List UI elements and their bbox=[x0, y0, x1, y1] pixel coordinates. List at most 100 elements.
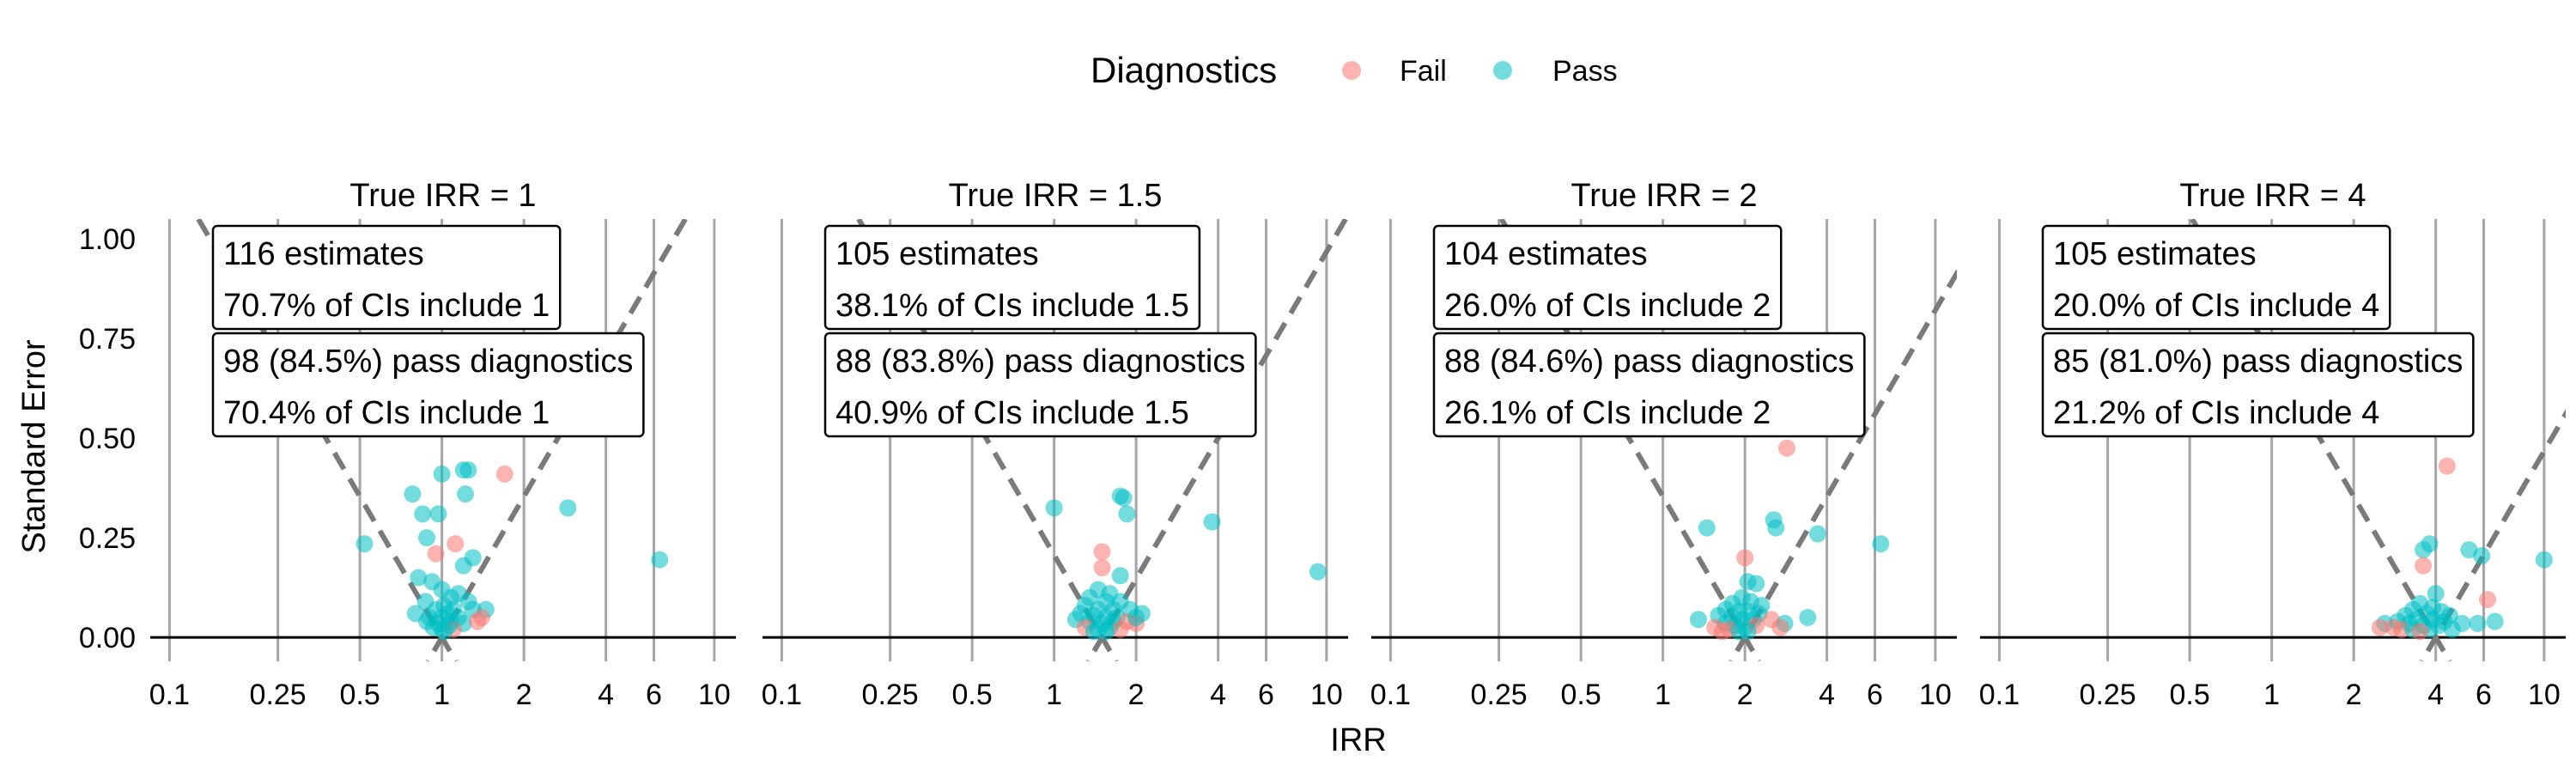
funnel-lines bbox=[1498, 219, 1957, 661]
annotation-box bbox=[2041, 224, 2391, 331]
x-tick-label: 1 bbox=[1655, 679, 1671, 711]
funnel-line-right bbox=[1085, 219, 1348, 661]
point-pass bbox=[459, 461, 477, 479]
funnel-lines bbox=[196, 219, 688, 661]
funnel-line-left bbox=[2190, 219, 2452, 661]
annotation-line-2: 26.1% of CIs include 2 bbox=[1444, 395, 1771, 431]
point-pass bbox=[433, 465, 451, 483]
funnel-line-right bbox=[425, 219, 688, 661]
panel-4: True IRR = 4 0.1 0.25 0.5 1 2 4 6 10 105 estimate… bbox=[1979, 178, 2566, 711]
point-pass bbox=[1872, 535, 1890, 553]
annotation-box2: 88 (84.6%) pass diagnostics 26.1% of CIs … bbox=[1432, 332, 1866, 438]
point-fail bbox=[2371, 618, 2389, 636]
point-pass bbox=[1698, 519, 1716, 537]
annotation-line-2: 70.7% of CIs include 1 bbox=[223, 288, 550, 324]
y-tick-label: 0.50 bbox=[79, 423, 136, 455]
point-pass bbox=[2535, 551, 2553, 569]
x-tick-label: 0.5 bbox=[1561, 679, 1601, 711]
panel-title: True IRR = 1.5 bbox=[949, 178, 1163, 214]
annotation-line-1: 105 estimates bbox=[2053, 236, 2257, 272]
funnel-line-right bbox=[1728, 268, 1957, 661]
point-fail bbox=[1777, 439, 1795, 457]
annotation-line-1: 88 (83.8%) pass diagnostics bbox=[835, 344, 1245, 380]
point-pass bbox=[1111, 567, 1129, 585]
point-fail bbox=[447, 535, 465, 553]
annotation-box bbox=[211, 332, 645, 438]
point-pass bbox=[1084, 623, 1103, 641]
point-pass bbox=[651, 551, 669, 569]
x-tick-label: 4 bbox=[598, 679, 614, 711]
annotation-line-1: 88 (84.6%) pass diagnostics bbox=[1444, 344, 1854, 380]
x-tick-label: 2 bbox=[1128, 679, 1145, 711]
panel-1: True IRR = 1 0.1 0.25 0.5 1 2 4 6 10 116 estimate… bbox=[149, 178, 736, 711]
panel-title: True IRR = 1 bbox=[349, 178, 536, 214]
annotation-box1: 116 estimates 70.7% of CIs include 1 bbox=[211, 224, 562, 331]
y-tick-label: 0.25 bbox=[79, 522, 136, 555]
x-tick-label: 0.5 bbox=[340, 679, 380, 711]
point-pass bbox=[410, 569, 428, 587]
x-tick-label: 0.1 bbox=[149, 679, 190, 711]
point-pass bbox=[1799, 608, 1817, 626]
point-fail bbox=[2479, 591, 2497, 609]
point-fail bbox=[1093, 543, 1111, 561]
panel-3: True IRR = 2 0.1 0.25 0.5 1 2 4 6 10 104 estimate… bbox=[1370, 178, 1957, 711]
point-pass bbox=[454, 557, 472, 575]
point-pass bbox=[2443, 620, 2461, 638]
point-pass bbox=[457, 485, 475, 503]
annotation-box1: 104 estimates 26.0% of CIs include 2 bbox=[1432, 224, 1783, 331]
point-pass bbox=[1203, 513, 1221, 531]
point-pass bbox=[1118, 505, 1136, 523]
legend: Diagnostics Fail Pass bbox=[1091, 50, 1618, 90]
annotation-line-1: 85 (81.0%) pass diagnostics bbox=[2053, 344, 2463, 380]
x-tick-label: 0.1 bbox=[1370, 679, 1411, 711]
x-tick-label: 2 bbox=[1737, 679, 1753, 711]
y-axis: 0.00 0.25 0.50 0.75 1.00 bbox=[79, 223, 136, 654]
annotation-line-1: 98 (84.5%) pass diagnostics bbox=[223, 344, 633, 380]
annotation-box2: 88 (83.8%) pass diagnostics 40.9% of CIs … bbox=[823, 332, 1257, 438]
annotation-box2: 85 (81.0%) pass diagnostics 21.2% of CIs … bbox=[2041, 332, 2475, 438]
annotation-box1: 105 estimates 20.0% of CIs include 4 bbox=[2041, 224, 2391, 331]
point-pass bbox=[404, 485, 422, 503]
funnel-lines bbox=[2190, 219, 2566, 661]
x-tick-label: 0.1 bbox=[1979, 679, 2020, 711]
annotation-line-1: 105 estimates bbox=[835, 236, 1039, 272]
funnel-line-left bbox=[1498, 219, 1761, 661]
point-pass bbox=[1097, 623, 1115, 641]
funnel-line-right bbox=[2419, 409, 2566, 661]
point-fail bbox=[2438, 457, 2456, 475]
x-tick-label: 0.1 bbox=[762, 679, 802, 711]
x-tick-label: 1 bbox=[1046, 679, 1062, 711]
annotation-line-2: 21.2% of CIs include 4 bbox=[2053, 395, 2379, 431]
x-tick-label: 6 bbox=[1867, 679, 1883, 711]
x-tick-label: 10 bbox=[1310, 679, 1343, 711]
x-tick-label: 0.25 bbox=[250, 679, 307, 711]
point-pass bbox=[1808, 525, 1826, 543]
point-pass bbox=[2473, 547, 2491, 565]
point-pass bbox=[2486, 612, 2504, 630]
legend-pass-label: Pass bbox=[1552, 55, 1618, 88]
y-tick-label: 0.75 bbox=[79, 323, 136, 356]
panel-title: True IRR = 2 bbox=[1571, 178, 1757, 214]
legend-fail-swatch bbox=[1342, 61, 1361, 80]
point-fail bbox=[2415, 557, 2433, 575]
point-fail bbox=[468, 612, 486, 630]
points bbox=[1689, 439, 1890, 641]
annotation-box bbox=[2041, 332, 2475, 438]
x-tick-label: 6 bbox=[646, 679, 662, 711]
annotation-box bbox=[211, 224, 562, 331]
panel-2: True IRR = 1.5 0.1 0.25 0.5 1 2 4 6 10 105 estima… bbox=[762, 178, 1348, 711]
point-fail bbox=[495, 465, 513, 483]
point-pass bbox=[1767, 519, 1785, 537]
x-tick-label: 0.25 bbox=[862, 679, 919, 711]
funnel-line-left bbox=[856, 219, 1119, 661]
points bbox=[1045, 487, 1327, 641]
point-pass bbox=[1309, 563, 1327, 581]
point-pass bbox=[2469, 614, 2487, 632]
annotation-line-2: 70.4% of CIs include 1 bbox=[223, 395, 550, 431]
y-axis-title: Standard Error bbox=[16, 339, 52, 554]
x-axis-title: IRR bbox=[1330, 722, 1386, 758]
panel-title: True IRR = 4 bbox=[2179, 178, 2366, 214]
x-tick-label: 1 bbox=[2263, 679, 2280, 711]
annotation-line-2: 20.0% of CIs include 4 bbox=[2053, 288, 2379, 324]
